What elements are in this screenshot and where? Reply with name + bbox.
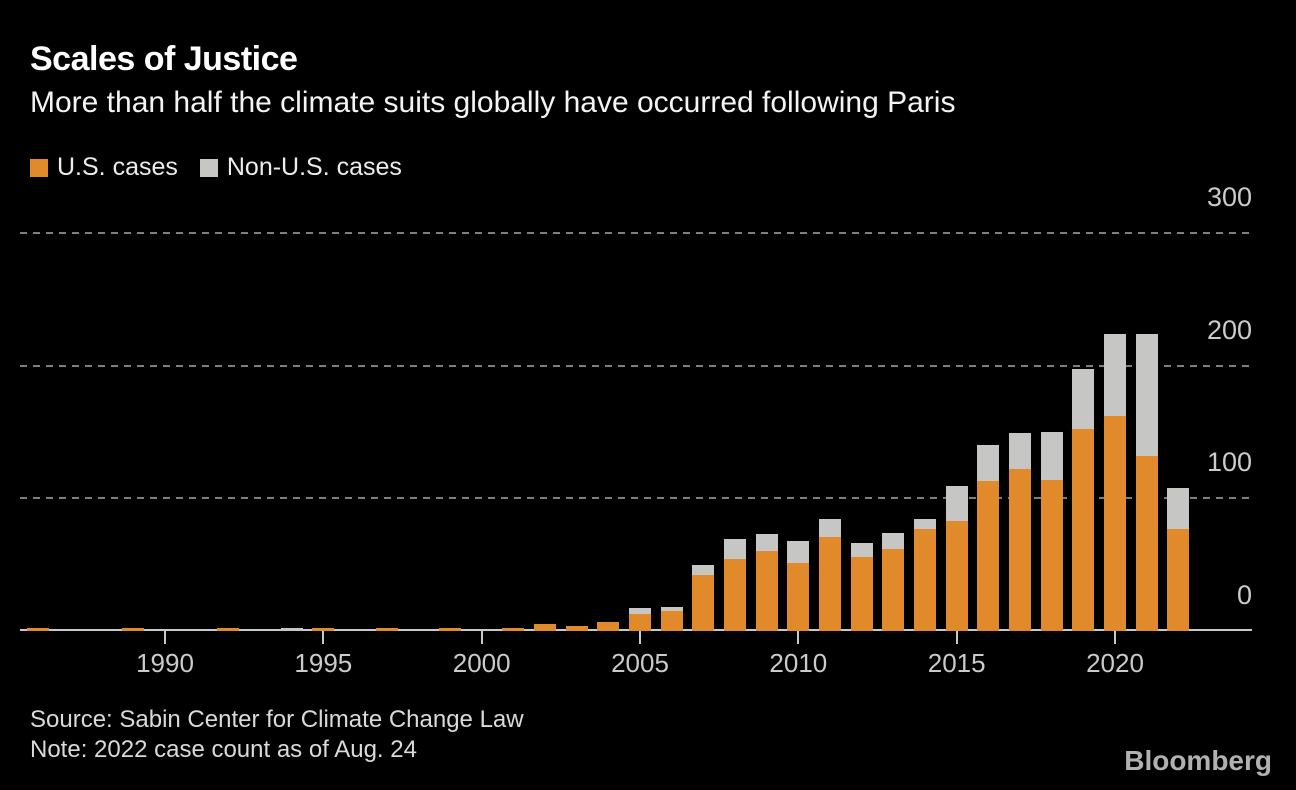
x-axis-label-2010: 2010: [769, 648, 828, 678]
bar-2018-us-segment: [1040, 480, 1063, 631]
bar-2020-non-us-segment: [1104, 334, 1126, 416]
bar-2014-non-us-segment: [914, 519, 936, 529]
bar-2013-us-segment: [882, 549, 905, 631]
source-text: Source: Sabin Center for Climate Change …: [30, 706, 524, 733]
bar-2009-non-us-segment: [755, 534, 778, 551]
bar-2009-us-segment: [755, 551, 778, 631]
bar-2004-us-segment: [597, 622, 620, 631]
bar-2022-non-us-segment: [1167, 488, 1190, 529]
bar-1997-us-segment: [375, 628, 398, 631]
bar-2014-us-segment: [914, 529, 936, 631]
bar-2016-non-us-segment: [977, 445, 1000, 481]
bar-2022-us-segment: [1167, 529, 1190, 631]
bar-2021-non-us-segment: [1135, 334, 1158, 456]
bar-2019-non-us-segment: [1072, 369, 1095, 429]
x-tick-2020: [1114, 631, 1116, 644]
bar-2007-non-us-segment: [692, 565, 715, 575]
bar-2015-non-us-segment: [945, 486, 968, 521]
gridline-300: [20, 231, 1252, 234]
bar-1989-us-segment: [122, 628, 145, 631]
bar-2011-non-us-segment: [819, 519, 841, 537]
legend-swatch-non-us-cases-icon: [199, 158, 218, 177]
x-axis-label-2005: 2005: [611, 648, 669, 678]
bar-1992-us-segment: [217, 628, 240, 631]
bar-2007-us-segment: [692, 575, 715, 631]
x-axis-label-2020: 2020: [1086, 648, 1144, 678]
gridline-100: [20, 497, 1252, 500]
bloomberg-logo: Bloomberg: [1124, 745, 1272, 776]
y-axis-label-100: 100: [1206, 447, 1252, 478]
bar-2001-us-segment: [502, 628, 525, 631]
bar-1999-us-segment: [439, 628, 461, 631]
bar-2008-non-us-segment: [724, 539, 746, 559]
bar-2006-us-segment: [660, 611, 683, 631]
bar-2005-non-us-segment: [629, 608, 651, 614]
chart-title: Scales of Justice: [30, 40, 298, 78]
bar-2010-non-us-segment: [787, 541, 810, 563]
y-axis-label-200: 200: [1206, 314, 1252, 345]
bar-2015-us-segment: [945, 521, 968, 631]
bar-2012-non-us-segment: [850, 543, 873, 557]
x-tick-2000: [480, 631, 483, 644]
y-axis-label-300: 300: [1206, 181, 1252, 212]
bar-2016-us-segment: [977, 481, 1000, 631]
bar-2020-us-segment: [1104, 416, 1126, 631]
bar-2003-us-segment: [565, 626, 588, 631]
x-tick-1995: [322, 631, 325, 644]
chart-subtitle: More than half the climate suits globall…: [30, 86, 956, 119]
bar-2002-us-segment: [534, 624, 556, 631]
bar-2017-non-us-segment: [1009, 433, 1031, 469]
bar-2011-us-segment: [819, 537, 841, 631]
x-tick-2015: [955, 631, 958, 644]
bar-2008-us-segment: [724, 559, 746, 631]
bar-1986-us-segment: [27, 628, 50, 631]
bar-1994-non-us-segment: [280, 628, 303, 631]
legend-item-us-cases: U.S. cases: [30, 153, 178, 182]
bar-2018-non-us-segment: [1040, 432, 1063, 480]
bar-2005-us-segment: [629, 614, 651, 631]
bar-2010-us-segment: [787, 563, 810, 631]
x-axis-label-1995: 1995: [294, 648, 353, 678]
gridline-200: [20, 364, 1252, 367]
bar-2021-us-segment: [1135, 456, 1158, 631]
x-axis-label-2000: 2000: [452, 648, 511, 678]
bar-2017-us-segment: [1009, 469, 1031, 631]
x-tick-2005: [639, 631, 641, 644]
legend-item-non-us-cases: Non-U.S. cases: [199, 153, 402, 182]
x-tick-2010: [797, 631, 800, 644]
x-axis-label-1990: 1990: [136, 648, 194, 678]
y-axis-label-0: 0: [1236, 580, 1252, 610]
bar-2019-us-segment: [1072, 429, 1095, 631]
legend: U.S. cases Non-U.S. cases: [30, 153, 402, 182]
legend-label-non-us-cases: Non-U.S. cases: [226, 153, 402, 181]
x-axis-label-2015: 2015: [927, 648, 986, 678]
x-tick-1990: [164, 631, 166, 644]
bar-2012-us-segment: [850, 557, 873, 631]
note-text: Note: 2022 case count as of Aug. 24: [30, 736, 417, 763]
bar-1995-us-segment: [312, 628, 335, 631]
bar-2013-non-us-segment: [882, 533, 905, 549]
bar-2006-non-us-segment: [660, 607, 683, 611]
legend-swatch-us-cases-icon: [30, 158, 48, 177]
legend-label-us-cases: U.S. cases: [57, 153, 178, 181]
